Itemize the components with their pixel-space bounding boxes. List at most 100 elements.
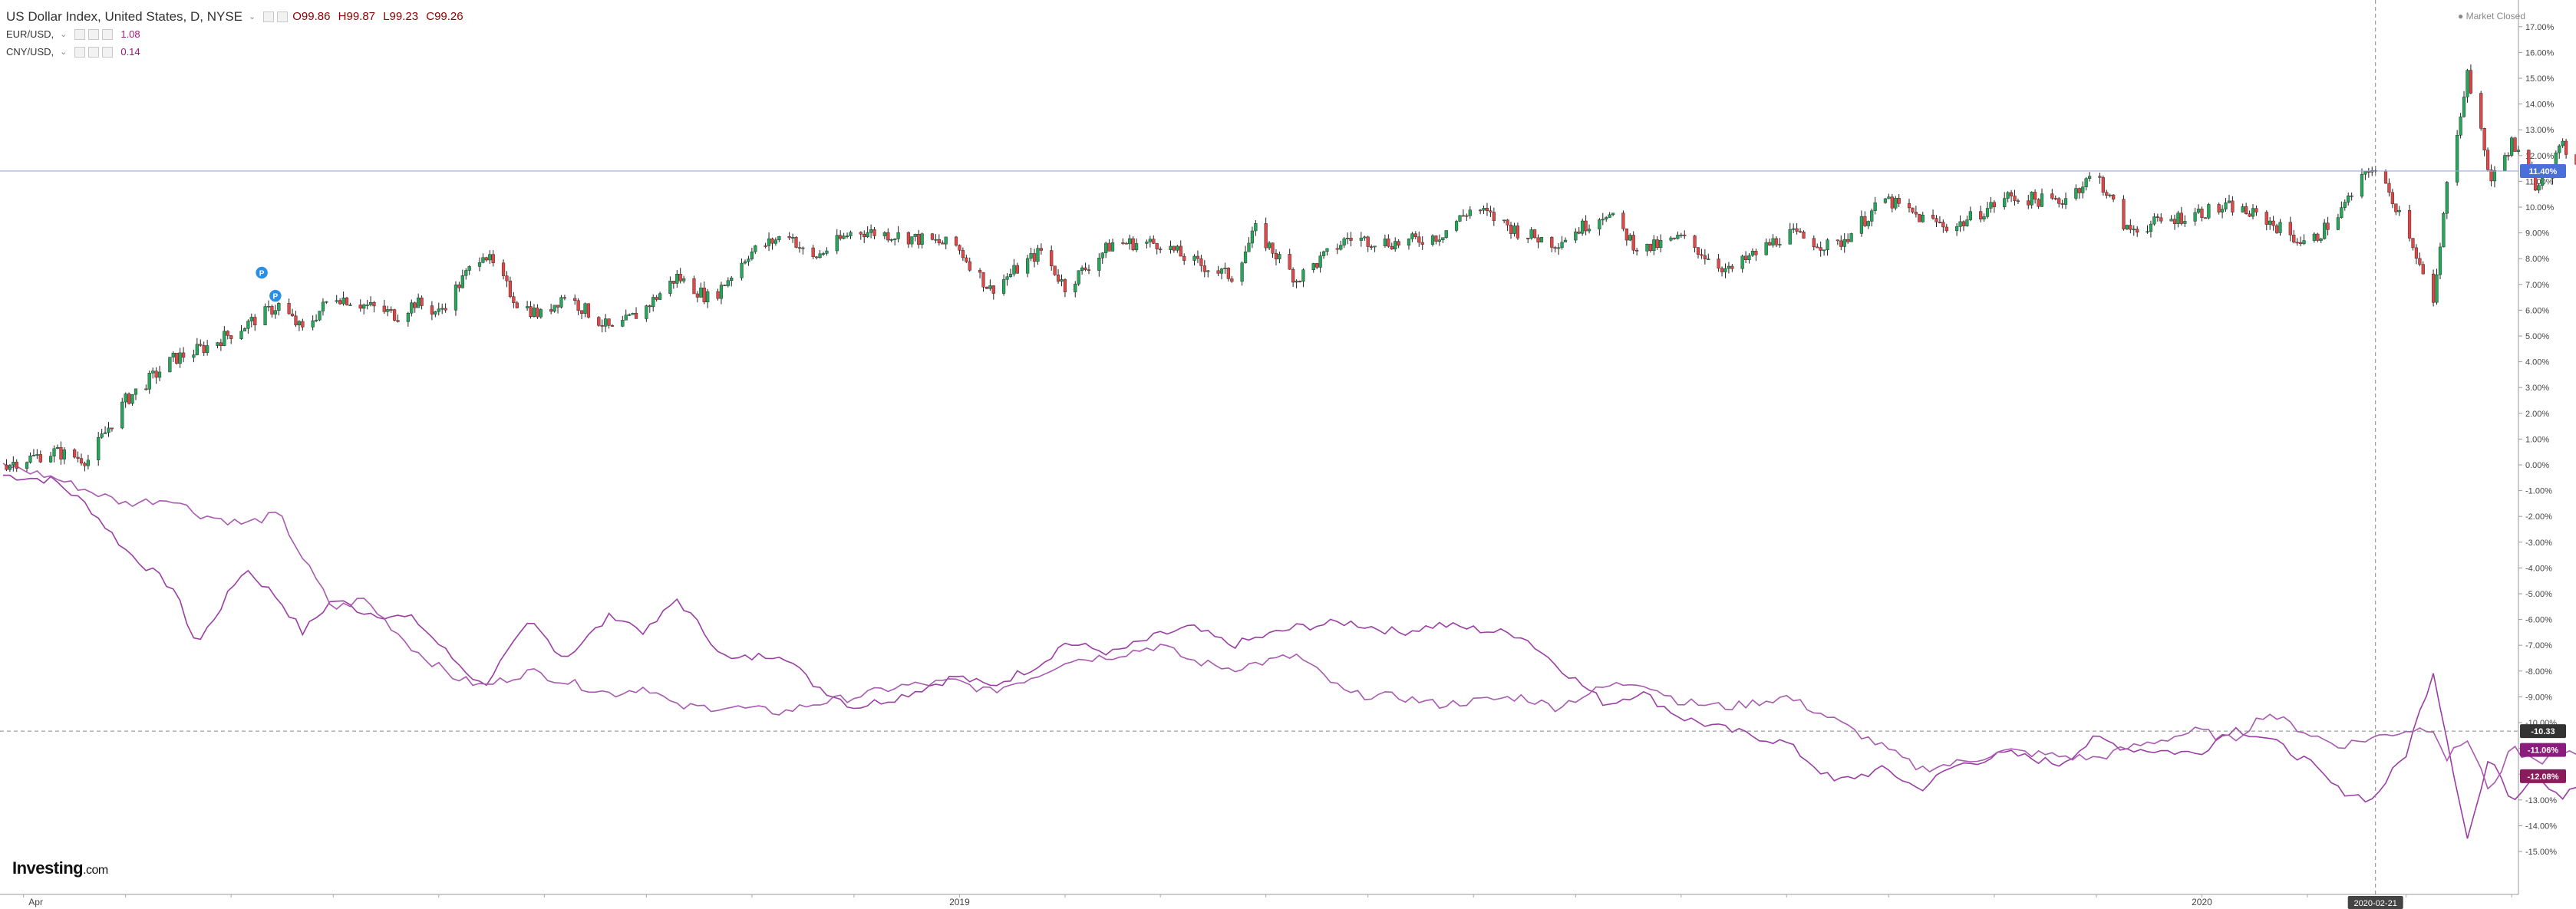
candle-body <box>223 331 226 346</box>
candle-body <box>2466 70 2469 97</box>
eye-icon[interactable] <box>74 46 86 58</box>
candle-body <box>2217 204 2221 212</box>
candle-body <box>1894 198 1898 209</box>
candle-body <box>2271 220 2275 226</box>
candle-body <box>1717 259 1720 269</box>
eye-icon[interactable] <box>263 11 275 22</box>
candle-body <box>168 357 172 373</box>
candle-body <box>1529 229 1533 239</box>
candle-body <box>2288 222 2292 235</box>
candle-body <box>678 274 682 282</box>
candle-body <box>2295 242 2299 244</box>
settings-icon[interactable] <box>88 28 100 40</box>
candle-body <box>1968 211 1972 220</box>
candle-body <box>1311 263 1315 270</box>
candle-body <box>1509 225 1513 234</box>
candle-body <box>1944 226 1948 232</box>
candle-body <box>539 309 543 318</box>
crosshair-y-tag: -10.33 <box>2531 727 2555 736</box>
candle-body <box>1247 242 1251 252</box>
candle-body <box>764 245 767 247</box>
candle-body <box>2241 206 2245 212</box>
settings-icon[interactable] <box>277 11 289 22</box>
settings-icon[interactable] <box>88 46 100 58</box>
chevron-down-icon[interactable]: ⌄ <box>60 30 68 39</box>
crosshair-x-tag: 2020-02-21 <box>2354 899 2397 908</box>
candle-body <box>1826 239 1829 250</box>
candle-body <box>648 305 651 308</box>
candle-body <box>127 394 131 404</box>
candle-body <box>171 352 175 357</box>
candle-body <box>2383 171 2388 184</box>
candle-body <box>2540 178 2545 186</box>
candle-body <box>526 306 529 308</box>
price-tag-cny: -11.06% <box>2528 746 2559 756</box>
candle-body <box>1754 250 1758 255</box>
chevron-down-icon[interactable]: ⌄ <box>60 48 68 57</box>
candle-body <box>2060 203 2064 205</box>
candle-body <box>1366 236 1370 247</box>
chevron-down-icon[interactable]: ⌄ <box>249 12 256 21</box>
candle-body <box>484 257 488 261</box>
candle-body <box>1087 269 1091 271</box>
candle-body <box>464 270 468 276</box>
candle-body <box>552 305 556 312</box>
candle-body <box>889 239 893 241</box>
candle-body <box>481 257 485 263</box>
candle-body <box>199 344 203 346</box>
candle-body <box>655 297 658 300</box>
candle-body <box>444 308 447 311</box>
candle-body <box>5 464 8 470</box>
candle-body <box>2196 209 2201 213</box>
close-icon[interactable] <box>102 28 114 40</box>
candle-body <box>488 254 492 261</box>
candle-body <box>920 233 924 245</box>
candle-body <box>2220 209 2225 212</box>
close-icon[interactable] <box>102 46 114 58</box>
candle-body <box>2459 116 2462 136</box>
candle-body <box>2278 222 2282 233</box>
candle-body <box>2469 70 2472 94</box>
candle-body <box>1131 238 1135 250</box>
candle-body <box>1652 239 1656 252</box>
candle-body <box>1148 239 1152 242</box>
candle-body <box>658 293 662 300</box>
candle-body <box>2316 233 2320 241</box>
candle-body <box>1659 239 1663 249</box>
candle-body <box>1492 212 1496 221</box>
candle-body <box>2485 150 2490 170</box>
y-tick-label: -1.00% <box>2525 487 2552 496</box>
candle-body <box>2394 203 2398 212</box>
candle-body <box>1870 210 1874 222</box>
candle-body <box>2367 171 2370 173</box>
candle-body <box>49 456 53 463</box>
candle-body <box>501 262 506 276</box>
candle-body <box>2299 242 2303 245</box>
candle-body <box>52 448 56 456</box>
event-marker-label: P <box>259 269 265 278</box>
candle-body <box>1802 232 1806 239</box>
price-tag-usd: 11.40% <box>2529 167 2558 176</box>
candle-body <box>15 462 18 469</box>
candle-body <box>2245 206 2248 214</box>
eye-icon[interactable] <box>74 28 86 40</box>
candle-body <box>467 266 471 271</box>
y-tick-label: -2.00% <box>2525 512 2552 522</box>
event-marker-label: P <box>273 293 279 301</box>
candle-body <box>1723 268 1727 272</box>
candle-body <box>1100 252 1104 259</box>
candle-body <box>743 261 747 264</box>
candle-body <box>1883 198 1888 203</box>
candle-body <box>1250 230 1255 244</box>
candle-body <box>965 257 968 262</box>
candle-body <box>206 345 209 353</box>
candle-body <box>2098 176 2102 178</box>
candle-body <box>1608 214 1611 218</box>
candle-body <box>2360 173 2364 197</box>
candle-body <box>913 233 917 237</box>
candle-body <box>2009 192 2014 196</box>
candle-body <box>839 235 843 239</box>
y-tick-label: 7.00% <box>2525 281 2549 290</box>
candle-body <box>372 302 376 307</box>
